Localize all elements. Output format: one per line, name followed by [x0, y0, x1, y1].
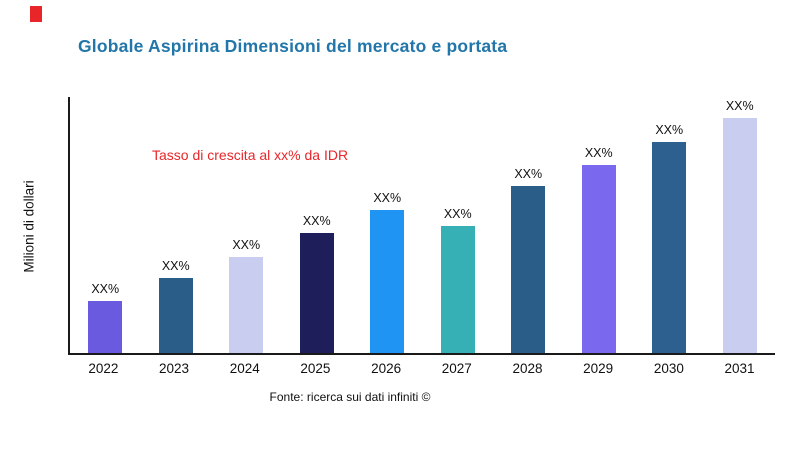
bar-value-label: XX% — [232, 238, 261, 252]
chart-title: Globale Aspirina Dimensioni del mercato … — [78, 36, 508, 56]
x-axis-tick-label: 2029 — [583, 361, 614, 376]
bar — [370, 210, 405, 353]
x-axis-tick-label: 2031 — [724, 361, 755, 376]
brand-mark — [30, 6, 42, 22]
bar-value-label: XX% — [161, 259, 190, 273]
bar-slot: XX% — [705, 99, 775, 353]
x-axis-tick-label: 2024 — [229, 361, 260, 376]
bar-slot: XX% — [564, 146, 634, 353]
x-axis-tick-label: 2030 — [653, 361, 684, 376]
x-axis-tick-label: 2028 — [512, 361, 543, 376]
y-axis-label: Milioni di dollari — [21, 179, 37, 273]
bar-slot: XX% — [141, 259, 211, 353]
bar — [511, 186, 546, 353]
x-axis-tick-label: 2025 — [300, 361, 331, 376]
bars-container: XX% XX% XX% XX% XX% XX% XX% XX% XX% XX% — [70, 97, 775, 353]
bar-value-label: XX% — [373, 191, 402, 205]
bar-value-label: XX% — [725, 99, 754, 113]
bar — [229, 257, 264, 353]
x-axis-tick-label: 2027 — [441, 361, 472, 376]
bar-slot: XX% — [282, 214, 352, 353]
y-axis-label-wrap: Milioni di dollari — [18, 97, 40, 355]
growth-annotation: Tasso di crescita al xx% da IDR — [152, 147, 349, 163]
bar — [440, 226, 475, 353]
bar-slot: XX% — [493, 167, 563, 353]
bar-value-label: XX% — [443, 207, 472, 221]
bar-slot: XX% — [211, 238, 281, 353]
bar-slot: XX% — [70, 282, 140, 353]
bar-slot: XX% — [423, 207, 493, 353]
x-axis-tick-label: 2023 — [159, 361, 190, 376]
bar — [158, 278, 193, 353]
bar-value-label: XX% — [584, 146, 613, 160]
bar-slot: XX% — [352, 191, 422, 353]
source-caption: Fonte: ricerca sui dati infiniti © — [269, 390, 431, 404]
x-axis-tick-label: 2022 — [88, 361, 119, 376]
bar — [88, 301, 123, 353]
x-axis-tick-label: 2026 — [371, 361, 402, 376]
bar-value-label: XX% — [655, 123, 684, 137]
bar — [652, 142, 687, 353]
bar-value-label: XX% — [302, 214, 331, 228]
bar — [581, 165, 616, 353]
bar-value-label: XX% — [514, 167, 543, 181]
bar — [722, 118, 757, 353]
x-axis-labels: 2022 2023 2024 2025 2026 2027 2028 2029 2030 2031 — [68, 361, 775, 376]
bar — [299, 233, 334, 353]
bar-slot: XX% — [634, 123, 704, 353]
plot-area: Tasso di crescita al xx% da IDR XX% XX% XX… — [68, 97, 775, 355]
bar-value-label: XX% — [91, 282, 120, 296]
